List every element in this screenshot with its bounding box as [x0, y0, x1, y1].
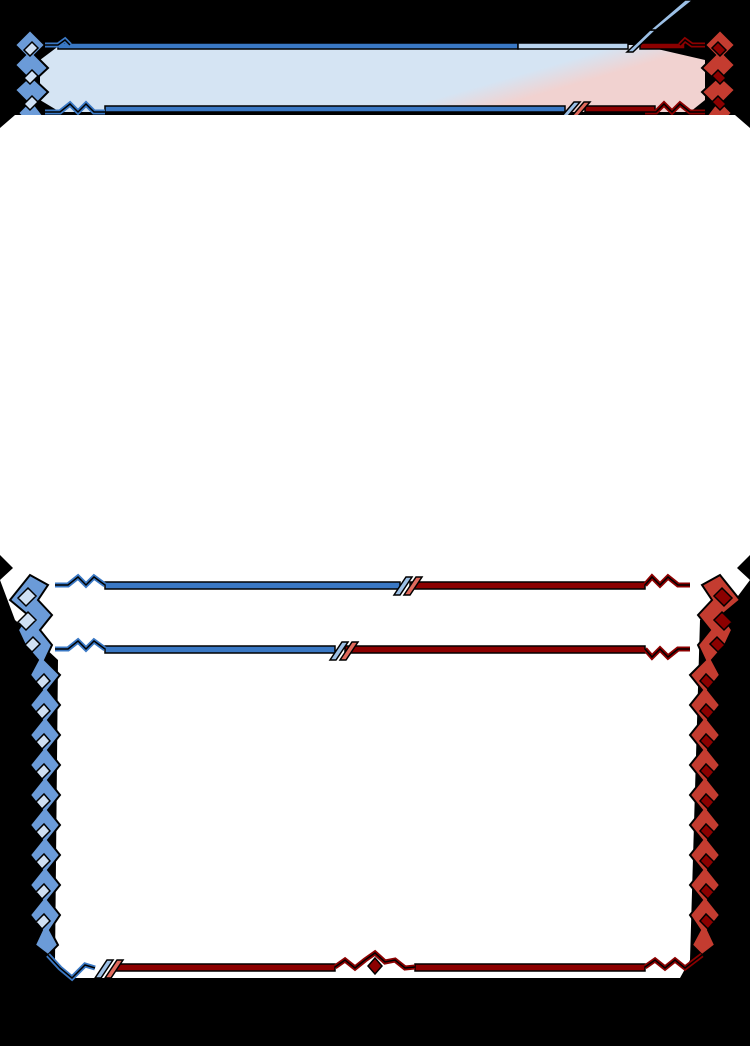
- card-type-bar: [55, 586, 690, 646]
- art-box: [0, 115, 750, 568]
- type-bar-frame: [55, 573, 690, 661]
- lower-panel: [0, 568, 750, 978]
- card-art-box: [0, 128, 750, 568]
- right-border-ornament: [688, 573, 742, 957]
- card-name-bar: [40, 45, 700, 111]
- name-bar-frame: [13, 0, 737, 130]
- card-text-box: [60, 655, 690, 955]
- bottom-border-ornament: [46, 949, 704, 982]
- left-border-ornament: [8, 573, 62, 957]
